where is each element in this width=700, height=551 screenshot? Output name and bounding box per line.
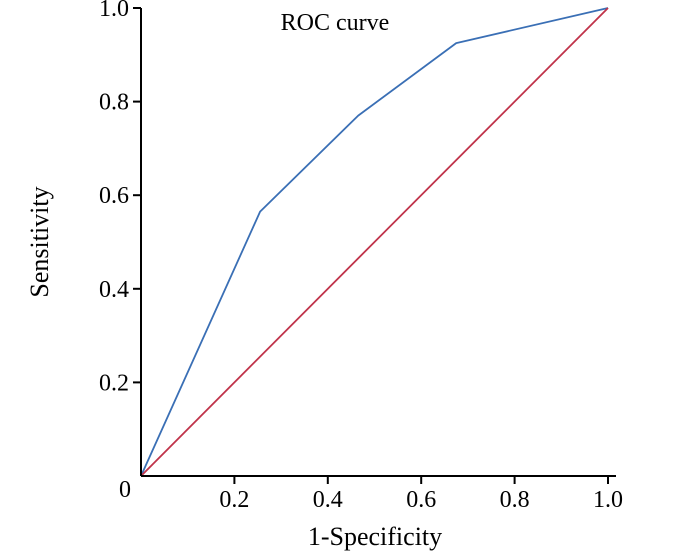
x-tick-label: 1.0 [593,487,623,513]
y-tick-label: 0.6 [99,183,129,209]
x-ticks: 0.2 0.4 0.6 0.8 1.0 [219,476,623,513]
series-layer [140,7,609,477]
y-axis-title: Sensitivity [25,186,54,297]
x-tick-label: 0.6 [406,487,436,513]
y-ticks: 0.2 0.4 0.6 0.8 1.0 [99,0,141,396]
chart-title: ROC curve [281,10,390,36]
y-tick-label: 0.2 [99,370,129,396]
x-axis-title: 1-Specificity [308,522,442,551]
roc-curve-line [140,7,609,477]
origin-label: 0 [119,477,131,503]
x-tick-label: 0.2 [219,487,249,513]
x-tick-label: 0.4 [313,487,343,513]
y-tick-label: 0.8 [99,90,129,116]
y-tick-label: 1.0 [99,0,129,22]
y-tick-label: 0.4 [99,277,129,303]
x-tick-label: 0.8 [500,487,530,513]
reference-diagonal-line [140,7,609,477]
axes [140,8,616,477]
